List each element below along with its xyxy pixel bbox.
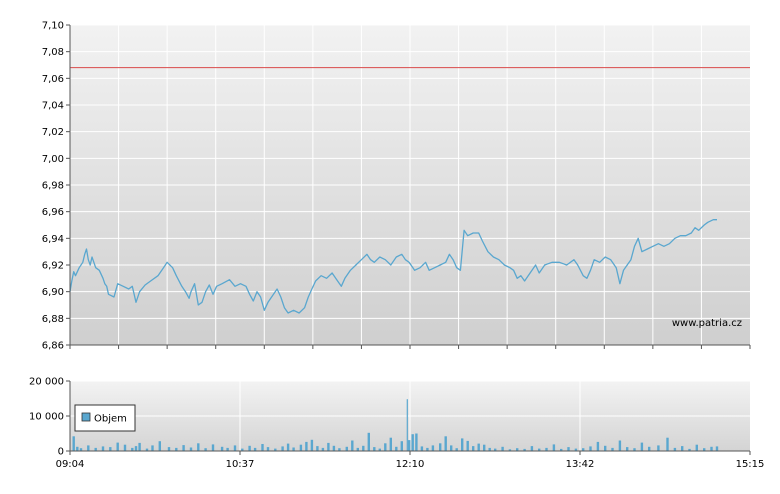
volume-bar — [327, 443, 329, 451]
volume-bar — [300, 445, 302, 451]
volume-bar — [333, 446, 335, 451]
price-y-tick-label: 7,08 — [42, 47, 64, 58]
volume-bar — [501, 447, 503, 451]
x-tick-label: 12:10 — [396, 459, 425, 470]
volume-bar — [287, 444, 289, 451]
volume-bar — [472, 446, 474, 451]
volume-bar — [261, 444, 263, 451]
volume-bar — [190, 448, 192, 452]
volume-bar — [87, 445, 89, 451]
volume-bar — [619, 441, 621, 452]
volume-bar — [351, 441, 353, 452]
volume-bar — [716, 446, 718, 451]
watermark-text: www.patria.cz — [672, 318, 742, 329]
volume-bar — [483, 445, 485, 451]
volume-bar — [267, 447, 269, 451]
volume-bar — [182, 445, 184, 451]
volume-bar — [109, 447, 111, 451]
volume-bar — [589, 446, 591, 451]
volume-bar — [73, 436, 75, 451]
volume-bar — [531, 446, 533, 451]
x-tick-label: 15:15 — [736, 459, 765, 470]
x-tick-label: 13:42 — [566, 459, 595, 470]
volume-bar — [432, 445, 434, 451]
volume-bar — [102, 446, 104, 451]
price-y-tick-label: 6,94 — [42, 234, 64, 245]
volume-bar — [305, 442, 307, 451]
volume-bar — [221, 447, 223, 451]
volume-bar — [478, 444, 480, 451]
volume-bar — [415, 434, 417, 452]
price-y-tick-label: 7,00 — [42, 154, 64, 165]
volume-bar — [346, 447, 348, 451]
volume-bar — [248, 446, 250, 451]
volume-bar — [445, 436, 447, 451]
volume-bar — [681, 446, 683, 451]
volume-bar — [362, 446, 364, 451]
price-y-tick-label: 6,92 — [42, 261, 64, 272]
price-y-tick-label: 7,04 — [42, 101, 64, 112]
volume-bar — [311, 440, 313, 451]
volume-bar — [159, 441, 161, 451]
volume-bar — [648, 447, 650, 451]
volume-bar — [316, 446, 318, 451]
volume-bar — [76, 447, 78, 451]
price-y-tick-label: 6,90 — [42, 287, 64, 298]
volume-bar — [135, 446, 137, 451]
volume-bar — [421, 446, 423, 451]
volume-bar — [390, 438, 392, 451]
volume-bar — [234, 445, 236, 451]
volume-bar — [467, 441, 469, 451]
volume-bar — [657, 445, 659, 451]
volume-bar — [151, 445, 153, 451]
volume-bar — [626, 447, 628, 451]
volume-bar — [168, 447, 170, 451]
volume-bar — [666, 438, 668, 451]
volume-bar — [368, 433, 370, 451]
x-tick-label: 10:37 — [226, 459, 255, 470]
volume-bar — [408, 440, 410, 451]
price-y-tick-label: 7,10 — [42, 21, 64, 32]
volume-bar — [292, 448, 294, 452]
volume-y-tick-label: 20 000 — [29, 377, 64, 388]
volume-bar — [553, 444, 555, 451]
volume-bar — [117, 443, 119, 451]
volume-y-tick-label: 10 000 — [29, 412, 64, 423]
volume-bar — [641, 443, 643, 451]
volume-bar — [412, 434, 414, 451]
volume-bar — [696, 445, 698, 451]
volume-bar — [439, 443, 441, 451]
legend: Objem — [75, 405, 135, 431]
volume-bar — [281, 446, 283, 451]
volume-bar — [212, 444, 214, 451]
volume-bar — [407, 399, 408, 451]
volume-bar — [710, 447, 712, 451]
volume-bar — [197, 443, 199, 451]
x-tick-label: 09:04 — [56, 459, 85, 470]
volume-bar — [384, 443, 386, 451]
volume-bar — [138, 443, 140, 451]
legend-swatch — [82, 413, 90, 421]
volume-bar — [461, 438, 463, 451]
volume-bar — [604, 446, 606, 451]
volume-bar — [567, 447, 569, 451]
volume-bar — [597, 442, 599, 451]
volume-bar — [401, 441, 403, 451]
price-y-tick-label: 7,02 — [42, 127, 64, 138]
price-y-tick-label: 6,96 — [42, 207, 64, 218]
legend-label: Objem — [94, 414, 127, 425]
price-y-tick-label: 6,88 — [42, 314, 64, 325]
volume-bar — [395, 447, 397, 451]
price-y-tick-label: 7,06 — [42, 74, 64, 85]
volume-y-tick-label: 0 — [58, 447, 64, 458]
volume-bar — [124, 445, 126, 451]
volume-bar — [450, 445, 452, 451]
price-y-tick-label: 6,98 — [42, 181, 64, 192]
volume-bar — [373, 447, 375, 451]
price-y-tick-label: 6,86 — [42, 341, 64, 352]
